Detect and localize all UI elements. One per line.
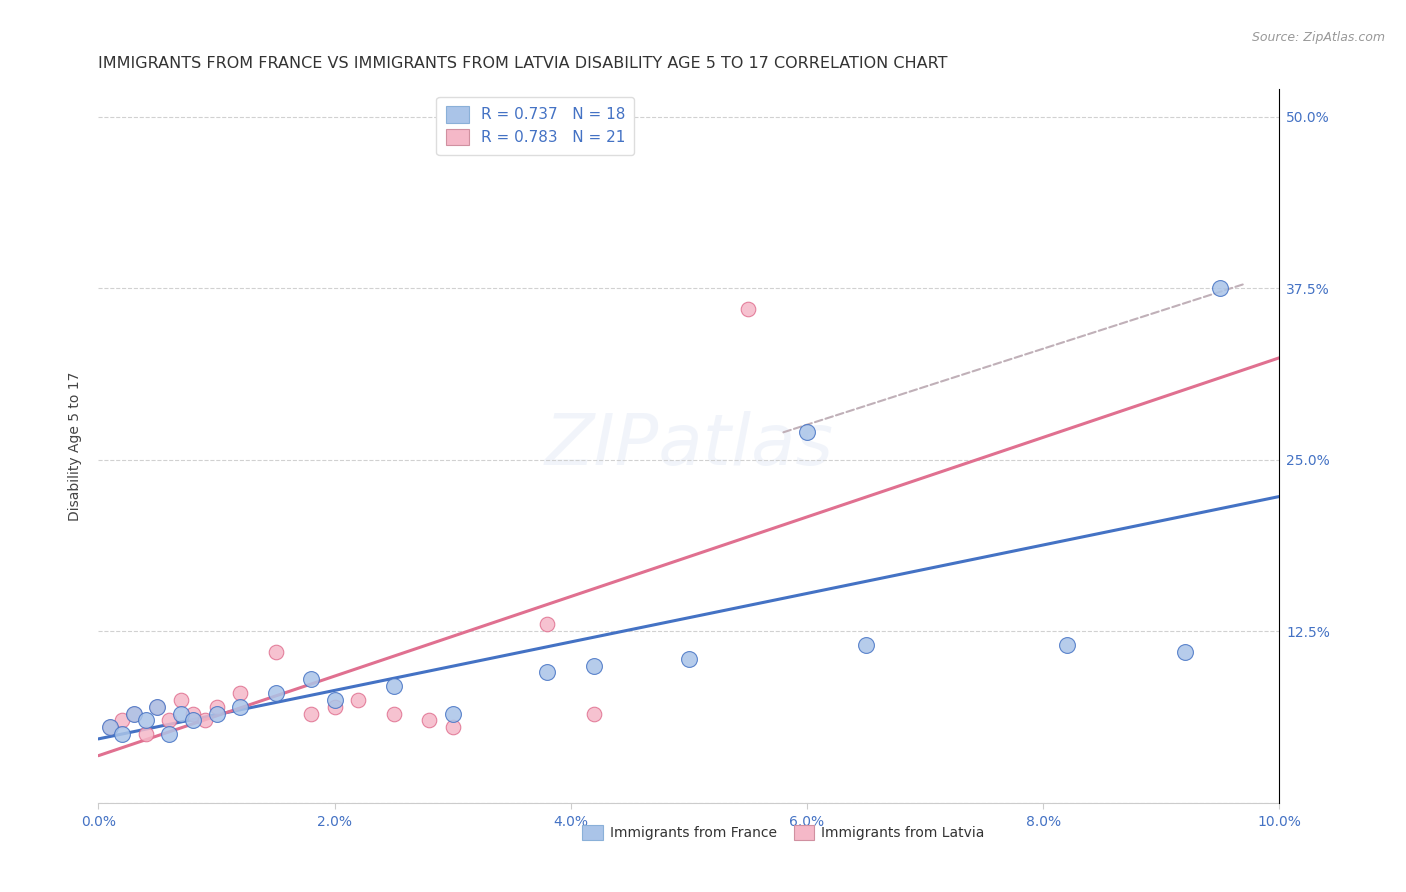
Point	[170, 693, 193, 707]
Text: ZIPatlas: ZIPatlas	[544, 411, 834, 481]
Point	[678, 651, 700, 665]
Point	[1056, 638, 1078, 652]
Point	[1174, 645, 1197, 659]
Point	[229, 686, 252, 700]
Point	[98, 720, 121, 734]
Point	[441, 720, 464, 734]
Point	[855, 638, 877, 652]
Point	[157, 714, 180, 728]
Point	[323, 699, 346, 714]
Legend: Immigrants from France, Immigrants from Latvia: Immigrants from France, Immigrants from …	[576, 820, 990, 846]
Point	[135, 727, 157, 741]
Point	[229, 699, 252, 714]
Point	[441, 706, 464, 721]
Point	[583, 706, 606, 721]
Point	[299, 706, 322, 721]
Point	[323, 693, 346, 707]
Point	[299, 673, 322, 687]
Point	[796, 425, 818, 440]
Point	[205, 706, 228, 721]
Point	[737, 301, 759, 316]
Point	[418, 714, 440, 728]
Point	[157, 727, 180, 741]
Point	[382, 679, 405, 693]
Point	[98, 720, 121, 734]
Point	[205, 699, 228, 714]
Point	[122, 706, 145, 721]
Point	[347, 693, 370, 707]
Point	[146, 699, 169, 714]
Point	[135, 714, 157, 728]
Text: IMMIGRANTS FROM FRANCE VS IMMIGRANTS FROM LATVIA DISABILITY AGE 5 TO 17 CORRELAT: IMMIGRANTS FROM FRANCE VS IMMIGRANTS FRO…	[98, 56, 948, 71]
Point	[194, 714, 217, 728]
Point	[181, 706, 204, 721]
Point	[264, 645, 287, 659]
Point	[583, 658, 606, 673]
Point	[536, 617, 558, 632]
Point	[382, 706, 405, 721]
Point	[111, 727, 134, 741]
Point	[1209, 281, 1232, 295]
Point	[264, 686, 287, 700]
Text: Source: ZipAtlas.com: Source: ZipAtlas.com	[1251, 31, 1385, 45]
Point	[122, 706, 145, 721]
Point	[536, 665, 558, 680]
Point	[111, 714, 134, 728]
Point	[146, 699, 169, 714]
Point	[170, 706, 193, 721]
Point	[181, 714, 204, 728]
Y-axis label: Disability Age 5 to 17: Disability Age 5 to 17	[69, 371, 83, 521]
